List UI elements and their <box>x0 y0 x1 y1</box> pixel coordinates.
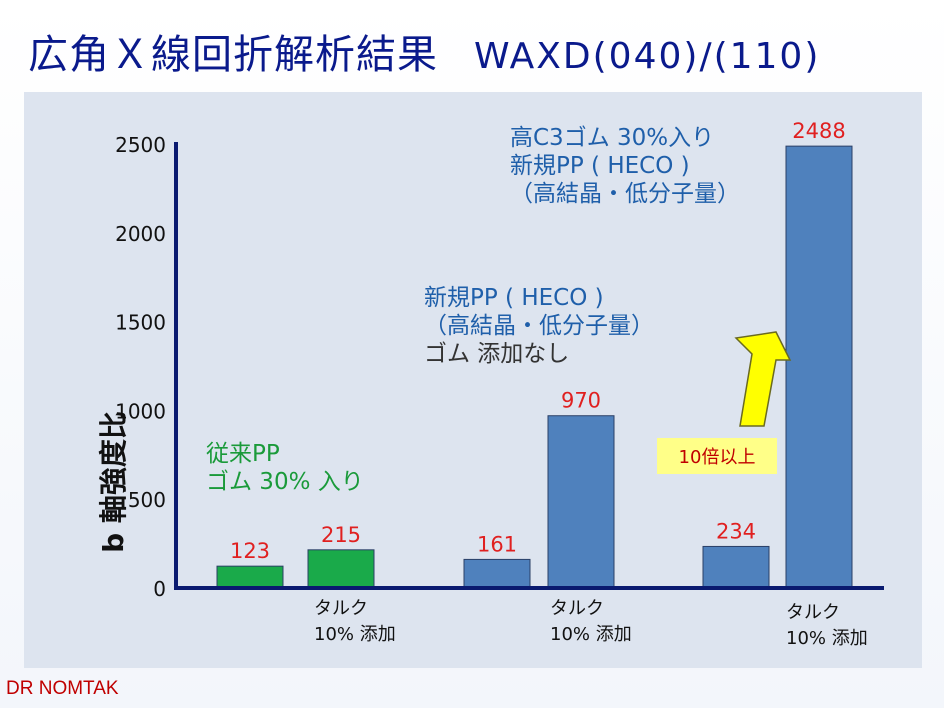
title-sub: WAXD(040)/(110) <box>474 36 821 77</box>
y-tick-label: 0 <box>153 577 166 601</box>
talc-line: タルク <box>314 598 368 619</box>
credit: DR NOMTAK <box>6 678 119 699</box>
y-tick-label: 2500 <box>115 133 166 157</box>
bar-value-label: 2488 <box>792 119 845 143</box>
annotation-line: 新規PP ( HECO ) <box>510 153 690 180</box>
talc-label-2: タルク 10% 添加 <box>550 596 632 648</box>
talc-line: 10% 添加 <box>786 628 868 650</box>
chart-panel: 0 500 1000 1500 2000 2500 123 215 161 970 234 2488 … <box>24 92 922 668</box>
bar <box>307 549 375 589</box>
talc-line: タルク <box>550 598 604 619</box>
bar-value-label: 970 <box>561 389 601 413</box>
bar <box>463 558 531 589</box>
annotation-line: 高C3ゴム 30%入り <box>510 125 715 151</box>
annotation-group3: 高C3ゴム 30%入り 新規PP ( HECO ) （高結晶・低分子量） <box>510 124 740 208</box>
y-tick-label: 2000 <box>115 222 166 246</box>
bar-chart: 0 500 1000 1500 2000 2500 123 215 161 970 234 2488 <box>115 119 884 601</box>
increase-arrow-shaft <box>734 331 792 427</box>
annotation-group1: 従来PP ゴム 30% 入り <box>206 440 364 496</box>
bar <box>216 565 284 589</box>
y-tick-label: 500 <box>128 488 166 512</box>
title-main: 広角Ｘ線回折解析結果 <box>28 32 438 78</box>
annotation-line: （高結晶・低分子量） <box>510 181 740 208</box>
talc-label-1: タルク 10% 添加 <box>314 596 396 648</box>
bar-value-label: 161 <box>477 532 517 556</box>
bar-value-label: 215 <box>321 523 361 547</box>
bar <box>785 145 853 589</box>
annotation-group2: 新規PP ( HECO ) （高結晶・低分子量） ゴム 添加なし <box>424 284 654 368</box>
annotation-line: （高結晶・低分子量） <box>424 313 654 340</box>
annotation-line: 新規PP ( HECO ) <box>424 285 604 311</box>
y-tick-label: 1000 <box>115 399 166 423</box>
y-tick-label: 1500 <box>115 311 166 335</box>
bar-value-label: 123 <box>230 539 270 563</box>
talc-line: タルク <box>786 602 840 623</box>
bar <box>702 545 770 589</box>
bar <box>547 415 615 589</box>
talc-line: 10% 添加 <box>314 624 396 646</box>
annotation-line: 従来PP <box>206 441 280 467</box>
annotation-line: ゴム 添加なし <box>424 341 570 368</box>
increase-badge: 10倍以上 <box>657 438 777 474</box>
annotation-line: ゴム 30% 入り <box>206 469 364 496</box>
slide-title: 広角Ｘ線回折解析結果 WAXD(040)/(110) <box>28 22 928 82</box>
bar-value-label: 234 <box>716 519 756 543</box>
talc-label-3: タルク 10% 添加 <box>786 600 868 652</box>
talc-line: 10% 添加 <box>550 624 632 646</box>
y-axis-label: b 軸強度比 <box>97 411 130 553</box>
